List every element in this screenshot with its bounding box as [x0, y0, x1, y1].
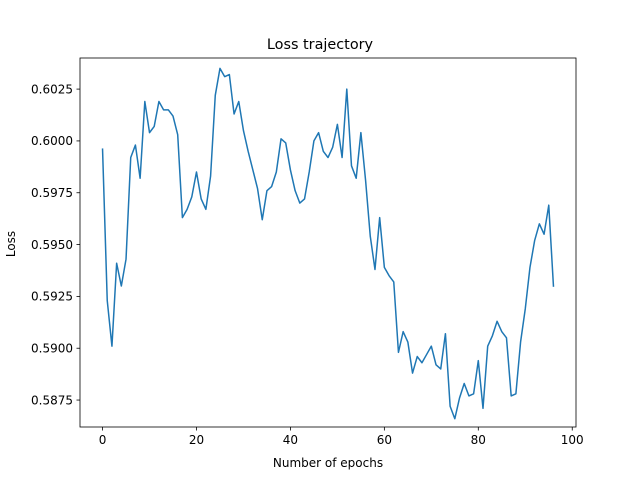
- loss-series-line: [101, 67, 555, 420]
- x-tick-label: 80: [471, 433, 486, 447]
- x-tick-label: 0: [99, 433, 107, 447]
- x-tick-label: 20: [189, 433, 204, 447]
- x-axis: 0 20 40 60 80 100: [99, 427, 584, 447]
- x-axis-label: Number of epochs: [273, 456, 383, 470]
- y-tick-label: 0.5950: [31, 238, 73, 252]
- y-axis-label: Loss: [4, 231, 18, 257]
- y-tick-label: 0.5900: [31, 342, 73, 356]
- plot-area: [101, 67, 555, 420]
- chart-title: Loss trajectory: [267, 37, 374, 53]
- y-tick-label: 0.6025: [31, 82, 73, 96]
- y-tick-label: 0.5875: [31, 393, 73, 407]
- y-tick-label: 0.5925: [31, 290, 73, 304]
- y-tick-label: 0.5975: [31, 186, 73, 200]
- axes-frame: [79, 57, 577, 428]
- x-tick-label: 60: [377, 433, 392, 447]
- x-tick-label: 40: [283, 433, 298, 447]
- y-axis: 0.5875 0.5900 0.5925 0.5950 0.5975 0.6000 0.60…: [31, 82, 80, 407]
- y-tick-label: 0.6000: [31, 134, 73, 148]
- x-tick-label: 100: [561, 433, 584, 447]
